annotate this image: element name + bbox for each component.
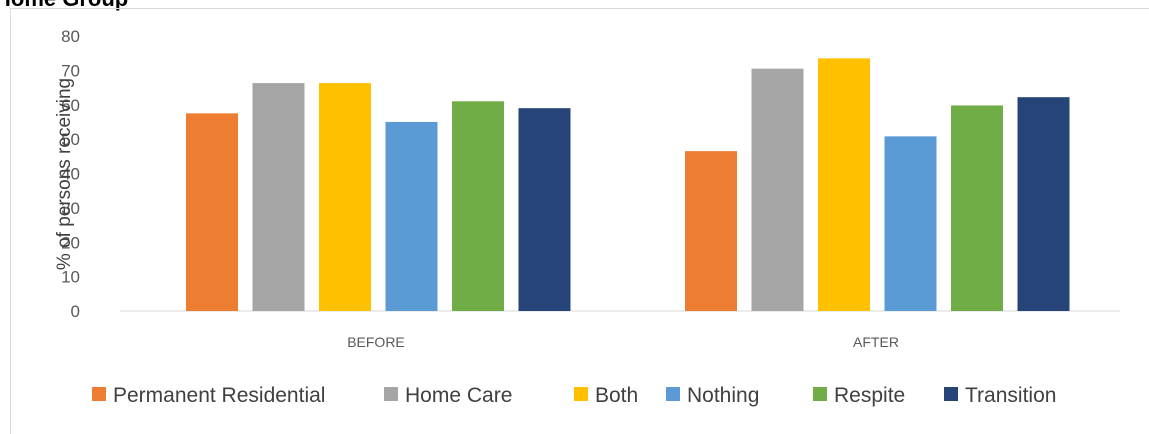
bar-before-respite: [452, 101, 504, 311]
bar-after-permanent-residential: [685, 151, 737, 311]
bar-before-nothing: [385, 121, 438, 311]
page-title: Home Group: [0, 0, 128, 12]
legend-swatch-respite: [813, 387, 827, 401]
bar-after-both: [818, 58, 870, 311]
y-tick-label: 40: [61, 165, 80, 184]
y-axis-ticks: 0 10 20 30 40 50 60 70 80: [61, 27, 80, 321]
legend-label: Respite: [834, 384, 905, 407]
bar-after-home-care: [751, 68, 804, 311]
x-axis-categories: BEFORE AFTER: [347, 334, 899, 350]
y-tick-label: 50: [61, 130, 80, 149]
y-tick-label: 60: [61, 96, 80, 115]
y-tick-label: 0: [71, 302, 80, 321]
bar-before-both: [319, 83, 371, 311]
legend-label: Both: [595, 384, 638, 407]
chart-frame: [10, 8, 1149, 434]
bar-before-permanent-residential: [186, 113, 238, 311]
bar-before-home-care: [252, 83, 305, 311]
y-tick-label: 10: [61, 268, 80, 287]
legend: Permanent Residential Home Care Both Nothin…: [92, 384, 1056, 407]
legend-label: Nothing: [687, 384, 759, 407]
bar-after-nothing: [884, 136, 937, 311]
legend-label: Home Care: [405, 384, 512, 407]
legend-swatch-transition: [944, 387, 958, 401]
bar-after-respite: [951, 105, 1003, 311]
bar-before-transition: [518, 108, 571, 311]
y-tick-label: 20: [61, 233, 80, 252]
x-category-label: BEFORE: [347, 334, 405, 350]
legend-swatch-home-care: [384, 387, 398, 401]
legend-swatch-nothing: [666, 387, 680, 401]
legend-label: Permanent Residential: [113, 384, 325, 407]
y-axis-label: % of persons receiving: [54, 78, 75, 270]
legend-swatch-permanent-residential: [92, 387, 106, 401]
legend-swatch-both: [574, 387, 588, 401]
y-tick-label: 80: [61, 27, 80, 46]
x-category-label: AFTER: [853, 334, 899, 350]
y-tick-label: 30: [61, 199, 80, 218]
bars: [186, 58, 1070, 311]
legend-label: Transition: [965, 384, 1056, 407]
y-tick-label: 70: [61, 61, 80, 80]
bar-after-transition: [1017, 97, 1070, 311]
